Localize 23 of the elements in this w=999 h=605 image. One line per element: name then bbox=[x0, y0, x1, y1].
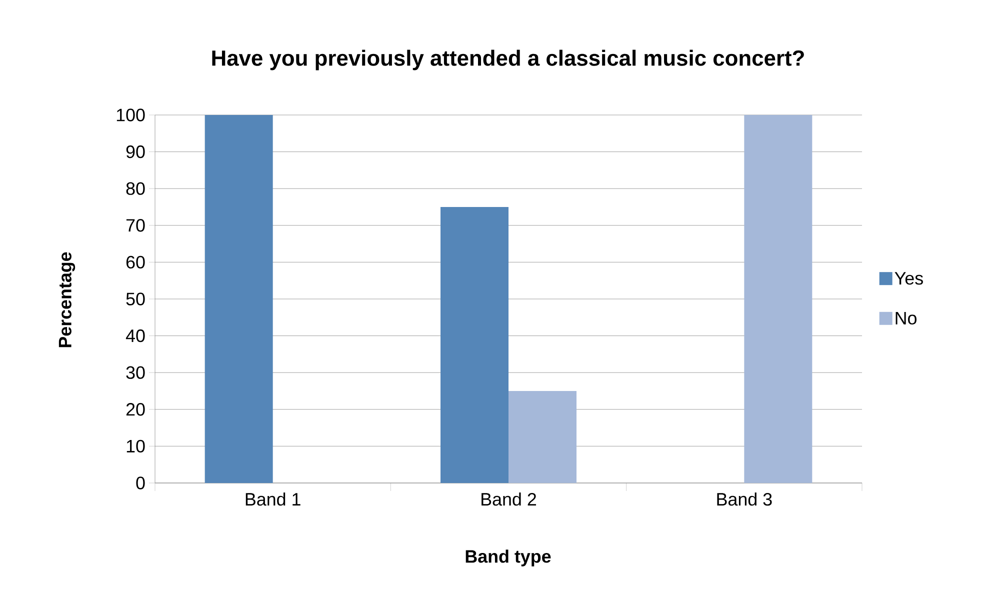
x-tick-label: Band 3 bbox=[717, 492, 772, 506]
y-tick-label: 90 bbox=[126, 145, 145, 158]
y-tick-label: 40 bbox=[126, 329, 145, 342]
y-tick-label: 0 bbox=[136, 476, 145, 490]
x-tick-label: Band 2 bbox=[482, 492, 536, 506]
y-tick-label: 50 bbox=[126, 292, 145, 306]
x-tick-label: Band 1 bbox=[246, 492, 300, 506]
y-tick-label: 100 bbox=[116, 108, 145, 122]
y-tick-label: 70 bbox=[126, 219, 145, 232]
y-tick-label: 20 bbox=[126, 403, 145, 416]
y-tick-label: 10 bbox=[126, 440, 145, 453]
bar bbox=[204, 114, 273, 483]
chart-title: Have you previously attended a classical music concert? bbox=[212, 50, 804, 70]
y-axis-title: Percentage bbox=[58, 252, 76, 348]
legend-label: Yes bbox=[894, 272, 923, 285]
x-axis-title: Band type bbox=[466, 550, 551, 566]
y-tick-label: 60 bbox=[126, 256, 145, 269]
y-tick-label: 80 bbox=[126, 182, 145, 195]
bar bbox=[744, 114, 812, 483]
legend-label: No bbox=[896, 312, 916, 324]
y-tick-label: 30 bbox=[126, 366, 145, 379]
bar bbox=[440, 206, 509, 483]
bar bbox=[508, 390, 577, 483]
